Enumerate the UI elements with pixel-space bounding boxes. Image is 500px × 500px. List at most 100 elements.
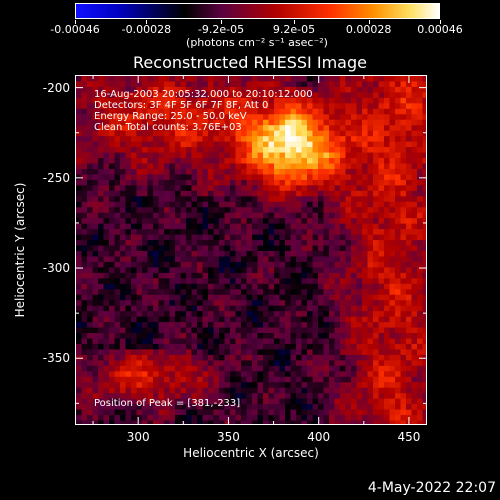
- heatmap-cell: [246, 179, 253, 186]
- heatmap-cell: [246, 338, 253, 345]
- heatmap-cell: [114, 261, 121, 269]
- heatmap-cell: [103, 415, 110, 422]
- heatmap-cell: [329, 338, 336, 345]
- heatmap-cell: [114, 387, 121, 394]
- heatmap-cell: [356, 289, 363, 296]
- heatmap-cell: [114, 147, 121, 154]
- heatmap-cell: [246, 163, 253, 170]
- heatmap-cell: [241, 256, 248, 263]
- heatmap-cell: [76, 76, 83, 83]
- heatmap-cell: [76, 393, 83, 400]
- heatmap-cell: [109, 300, 116, 307]
- heatmap-cell: [417, 179, 424, 186]
- heatmap-cell: [301, 218, 308, 225]
- heatmap-cell: [290, 174, 297, 181]
- heatmap-cell: [406, 272, 413, 279]
- heatmap-cell: [213, 141, 220, 148]
- heatmap-cell: [92, 218, 99, 225]
- heatmap-cell: [202, 404, 209, 411]
- heatmap-cell: [164, 147, 171, 154]
- heatmap-cell: [362, 240, 369, 247]
- heatmap-cell: [395, 185, 402, 192]
- heatmap-cell: [274, 294, 281, 301]
- heatmap-cell: [323, 152, 330, 159]
- heatmap-cell: [274, 92, 281, 99]
- heatmap-cell: [268, 201, 275, 208]
- heatmap-cell: [334, 398, 341, 405]
- heatmap-cell: [202, 147, 209, 154]
- heatmap-cell: [175, 76, 182, 83]
- heatmap-cell: [136, 338, 143, 345]
- heatmap-cell: [263, 376, 270, 383]
- heatmap-cell: [103, 333, 110, 340]
- heatmap-cell: [153, 398, 160, 405]
- heatmap-cell: [191, 114, 198, 121]
- heatmap-cell: [318, 245, 325, 252]
- heatmap-cell: [274, 218, 281, 225]
- heatmap-cell: [103, 152, 110, 159]
- heatmap-cell: [186, 119, 193, 126]
- heatmap-cell: [186, 283, 193, 290]
- heatmap-cell: [208, 114, 215, 121]
- heatmap-cell: [422, 420, 426, 424]
- heatmap-cell: [252, 190, 259, 197]
- heatmap-cell: [373, 201, 380, 208]
- heatmap-cell: [147, 371, 154, 378]
- heatmap-cell: [356, 398, 363, 405]
- heatmap-cell: [136, 289, 143, 296]
- heatmap-cell: [109, 141, 116, 148]
- heatmap-cell: [120, 365, 127, 372]
- heatmap-cell: [235, 212, 242, 219]
- heatmap-cell: [373, 267, 380, 274]
- heatmap-cell: [197, 387, 204, 394]
- heatmap-cell: [191, 130, 198, 137]
- heatmap-cell: [191, 229, 198, 236]
- heatmap-cell: [422, 349, 426, 356]
- heatmap-cell: [323, 354, 330, 361]
- heatmap-cell: [76, 256, 83, 263]
- heatmap-cell: [296, 163, 303, 170]
- heatmap-cell: [378, 278, 385, 285]
- heatmap-cell: [147, 229, 154, 236]
- heatmap-cell: [373, 251, 380, 258]
- heatmap-cell: [389, 245, 396, 252]
- heatmap-cell: [120, 354, 127, 361]
- heatmap-cell: [213, 114, 220, 121]
- heatmap-cell: [125, 333, 132, 340]
- heatmap-cell: [125, 240, 132, 247]
- heatmap-cell: [197, 108, 204, 115]
- heatmap-cell: [279, 322, 286, 329]
- heatmap-cell: [422, 387, 426, 394]
- heatmap-cell: [142, 185, 149, 192]
- heatmap-cell: [87, 136, 94, 143]
- heatmap-cell: [197, 349, 204, 356]
- heatmap-cell: [186, 212, 193, 219]
- heatmap-cell: [279, 294, 286, 301]
- heatmap-cell: [158, 360, 165, 367]
- heatmap-cell: [290, 234, 297, 241]
- heatmap-cell: [180, 278, 187, 285]
- heatmap-cell: [224, 283, 231, 290]
- heatmap-cell: [323, 338, 330, 345]
- heatmap-cell: [422, 130, 426, 137]
- heatmap-cell: [257, 393, 264, 400]
- heatmap-cell: [274, 420, 281, 424]
- heatmap-cell: [169, 300, 176, 307]
- heatmap-cell: [417, 163, 424, 170]
- heatmap-cell: [202, 272, 209, 279]
- heatmap-cell: [230, 119, 237, 126]
- heatmap-cell: [290, 338, 297, 345]
- heatmap-cell: [400, 278, 407, 285]
- heatmap-cell: [186, 168, 193, 176]
- heatmap-cell: [142, 409, 149, 416]
- heatmap-cell: [230, 185, 237, 192]
- heatmap-cell: [257, 147, 264, 154]
- heatmap-cell: [345, 251, 352, 258]
- heatmap-cell: [81, 382, 88, 389]
- heatmap-cell: [114, 196, 121, 203]
- heatmap-cell: [186, 420, 193, 424]
- heatmap-cell: [329, 267, 336, 274]
- heatmap-cell: [334, 272, 341, 279]
- heatmap-cell: [191, 415, 198, 422]
- heatmap-cell: [81, 114, 88, 121]
